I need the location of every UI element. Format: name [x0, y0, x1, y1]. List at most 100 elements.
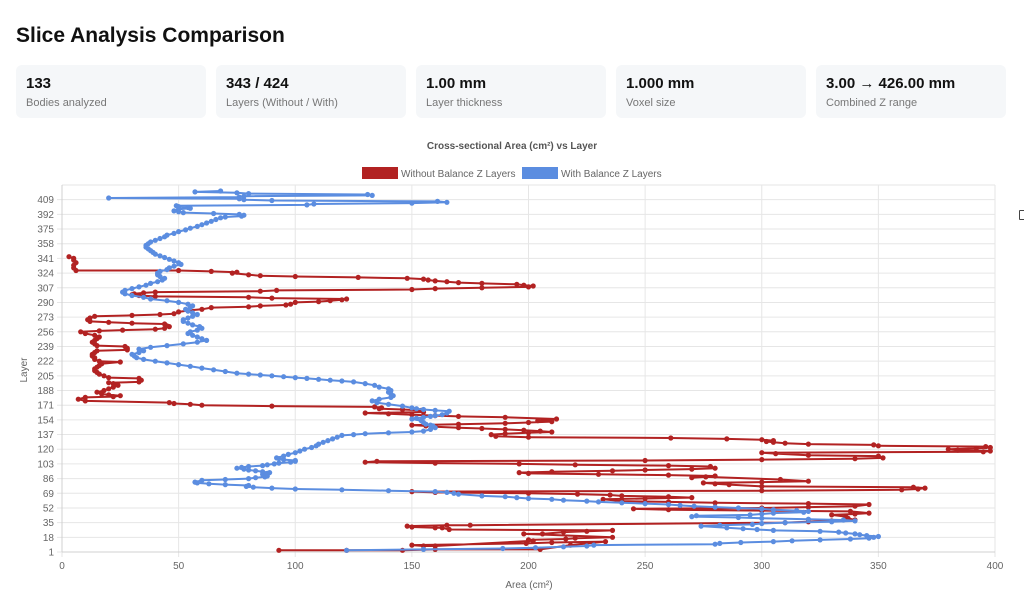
data-point — [136, 284, 142, 290]
data-point — [136, 346, 142, 352]
data-point — [455, 491, 462, 497]
data-point — [180, 317, 186, 323]
data-point — [283, 302, 289, 308]
data-point — [164, 360, 170, 366]
y-tick-label: 103 — [37, 459, 54, 470]
data-point — [187, 329, 193, 335]
data-point — [502, 431, 508, 437]
data-point — [432, 278, 438, 284]
data-point — [206, 481, 212, 487]
data-point — [691, 503, 697, 509]
data-point — [246, 463, 252, 470]
data-point — [479, 425, 485, 432]
data-point — [269, 373, 275, 379]
data-point — [351, 379, 357, 385]
data-point — [689, 514, 695, 520]
data-point — [246, 272, 252, 278]
data-point — [600, 496, 606, 502]
data-point — [584, 498, 590, 504]
data-point — [521, 531, 527, 537]
data-point — [549, 496, 555, 502]
data-point — [479, 280, 485, 286]
data-point — [409, 524, 415, 530]
data-point — [899, 487, 905, 493]
data-point — [852, 518, 858, 524]
data-point — [724, 436, 730, 442]
data-point — [192, 479, 198, 485]
data-point — [866, 501, 872, 508]
data-point — [945, 446, 951, 452]
summary-cards: 133 Bodies analyzed 343 / 424 Layers (Wi… — [16, 65, 1006, 118]
data-point — [222, 482, 228, 488]
data-point — [700, 480, 707, 486]
data-point — [829, 519, 835, 525]
data-point — [677, 502, 683, 508]
data-point — [717, 540, 723, 546]
card-value: 133 — [26, 75, 52, 92]
data-point — [665, 472, 672, 478]
y-tick-label: 358 — [37, 239, 54, 250]
data-point — [327, 377, 333, 383]
data-point — [106, 380, 112, 386]
data-point — [330, 436, 336, 442]
data-point — [432, 543, 438, 549]
data-point — [502, 494, 508, 500]
data-point — [166, 256, 172, 262]
data-point — [222, 214, 228, 220]
data-point — [665, 463, 672, 469]
y-tick-label: 409 — [37, 195, 54, 206]
data-point — [171, 208, 177, 214]
data-point — [922, 485, 928, 491]
data-point — [703, 474, 709, 480]
data-point — [176, 362, 182, 368]
data-point — [852, 531, 858, 537]
data-point — [689, 466, 695, 472]
data-point — [115, 382, 121, 388]
data-point — [372, 382, 378, 388]
y-tick-label: 239 — [37, 342, 54, 353]
card-label: Combined Z range — [826, 97, 918, 109]
x-tick-label: 50 — [173, 561, 185, 572]
y-tick-label: 205 — [37, 371, 54, 382]
data-point — [162, 275, 168, 281]
data-point — [420, 428, 427, 434]
data-point — [444, 199, 450, 205]
data-point — [735, 505, 742, 511]
data-point — [162, 254, 168, 261]
data-point — [101, 373, 107, 379]
data-point — [288, 301, 294, 307]
card-bodies-analyzed: 133 Bodies analyzed — [16, 65, 206, 118]
data-point — [467, 522, 473, 528]
card-layers: 343 / 424 Layers (Without / With) — [216, 65, 406, 118]
data-point — [910, 484, 917, 490]
data-point — [194, 223, 200, 229]
data-point — [432, 460, 438, 466]
data-point — [535, 418, 541, 424]
data-point — [162, 321, 168, 327]
data-point — [141, 294, 147, 300]
data-point — [525, 430, 532, 436]
data-point — [420, 546, 427, 552]
legend-item-without[interactable]: Without Balance Z Layers — [362, 167, 516, 180]
data-point — [537, 428, 543, 434]
data-point — [759, 450, 765, 456]
data-point — [712, 465, 718, 471]
data-point — [129, 312, 135, 318]
data-point — [157, 253, 163, 259]
legend-swatch-with — [522, 167, 558, 179]
data-point — [166, 265, 172, 271]
legend-item-with[interactable]: With Balance Z Layers — [522, 167, 662, 180]
data-point — [642, 495, 648, 502]
data-point — [199, 306, 205, 312]
data-point — [246, 304, 252, 310]
data-point — [553, 416, 560, 422]
data-point — [141, 356, 147, 362]
data-point — [194, 339, 200, 345]
y-tick-label: 86 — [43, 474, 55, 485]
data-point — [218, 188, 224, 194]
data-point — [385, 430, 392, 436]
series-layer — [66, 188, 993, 553]
data-point — [759, 488, 765, 494]
data-point — [609, 534, 616, 540]
data-point — [689, 475, 695, 481]
